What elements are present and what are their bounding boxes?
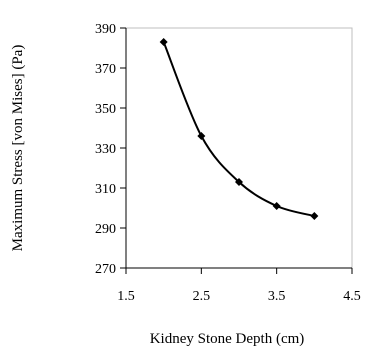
y-ticks: 270 290 310 330 350 370 390 <box>95 22 126 277</box>
x-ticks: 1.5 2.5 3.5 4.5 <box>117 268 361 304</box>
y-tick-label: 290 <box>95 222 116 237</box>
plot-frame <box>125 27 353 269</box>
data-point <box>159 38 168 46</box>
data-point <box>197 132 206 140</box>
y-axis-title: Maximum Stress [von Mises] (Pa) <box>10 45 26 252</box>
y-tick-label: 390 <box>95 22 116 37</box>
y-tick-label: 350 <box>95 102 116 117</box>
x-axis-title: Kidney Stone Depth (cm) <box>150 331 305 347</box>
data-point <box>235 178 243 186</box>
series-line <box>162 41 315 217</box>
y-tick-label: 370 <box>95 62 116 77</box>
x-tick-label: 2.5 <box>193 289 211 304</box>
x-tick-label: 4.5 <box>343 289 361 304</box>
data-point <box>272 202 281 210</box>
x-tick-label: 3.5 <box>268 289 286 304</box>
series-points <box>159 38 319 220</box>
y-tick-label: 270 <box>95 262 116 277</box>
y-tick-label: 330 <box>95 142 116 157</box>
x-tick-label: 1.5 <box>117 289 135 304</box>
data-point <box>310 212 319 220</box>
y-tick-label: 310 <box>95 182 116 197</box>
